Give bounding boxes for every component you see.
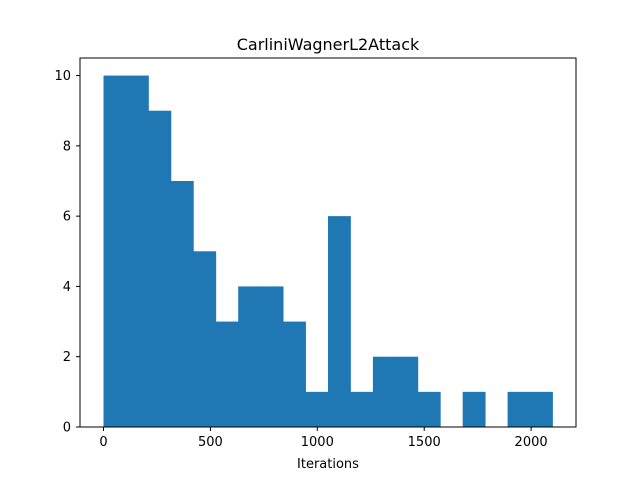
chart-title: CarliniWagnerL2Attack: [237, 35, 420, 54]
histogram-bar-6: [238, 286, 262, 427]
x-tick-label-0: 0: [99, 435, 107, 450]
histogram-bar-16: [462, 391, 486, 427]
x-tick-label-1000: 1000: [301, 435, 334, 450]
histogram-bar-14: [417, 391, 441, 427]
histogram-bar-19: [530, 391, 553, 427]
histogram-bar-5: [215, 321, 239, 427]
histogram-bar-0: [103, 75, 127, 427]
histogram-bar-7: [260, 286, 284, 427]
histogram-bar-2: [148, 110, 172, 428]
y-tick-label-8: 8: [63, 139, 71, 154]
histogram-bar-10: [328, 216, 351, 427]
x-axis: 0 500 1000 1500 2000: [99, 427, 548, 450]
x-tick-label-2000: 2000: [515, 435, 548, 450]
y-tick-label-0: 0: [63, 421, 71, 436]
histogram-bar-11: [350, 391, 374, 427]
histogram-bar-1: [125, 75, 149, 427]
histogram-bar-18: [507, 391, 531, 427]
y-tick-label-10: 10: [54, 69, 71, 84]
x-tick-label-500: 500: [198, 435, 223, 450]
histogram-bar-12: [372, 356, 396, 427]
plot-frame: [79, 57, 577, 428]
y-tick-label-4: 4: [63, 280, 71, 295]
x-axis-label: Iterations: [297, 457, 359, 472]
y-tick-label-6: 6: [63, 210, 71, 225]
histogram-bars: [103, 75, 553, 428]
histogram-bar-3: [170, 181, 194, 427]
histogram-bar-13: [395, 356, 419, 427]
histogram-bar-9: [305, 391, 329, 427]
y-tick-label-2: 2: [63, 350, 71, 365]
x-tick-label-1500: 1500: [408, 435, 441, 450]
histogram-bar-8: [283, 321, 306, 427]
y-axis: 0 2 4 6 8 10: [54, 69, 80, 436]
histogram-bar-4: [193, 251, 217, 427]
